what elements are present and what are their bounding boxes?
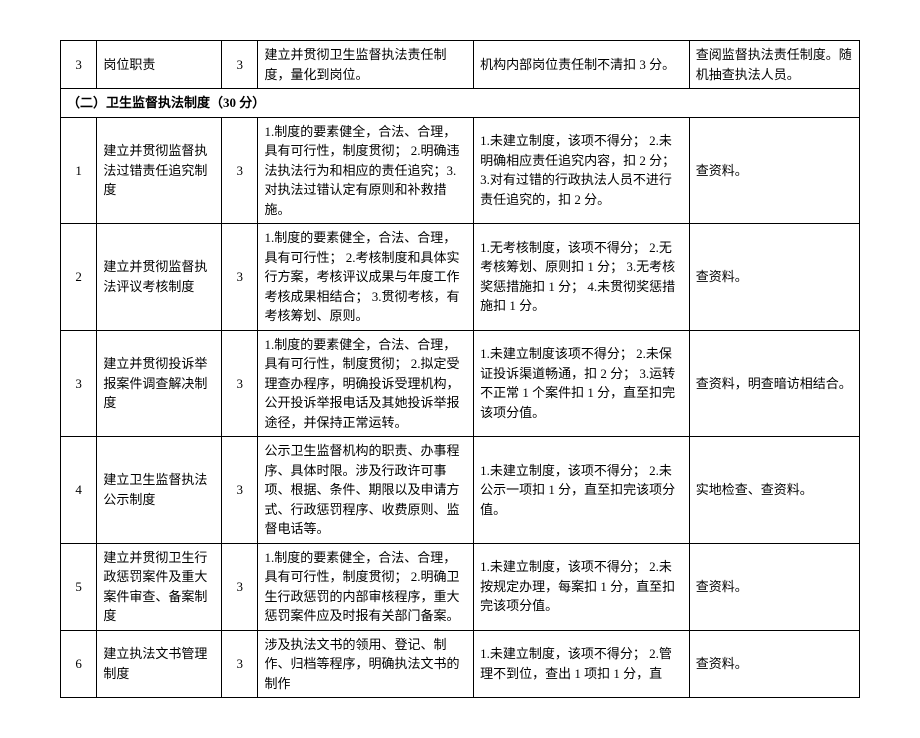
row-number: 2 <box>61 224 97 331</box>
row-standard: 1.制度的要素健全，合法、合理，具有可行性，制度贯彻； 2.明确违法执法行为和相… <box>258 117 474 224</box>
row-item: 建立并贯彻投诉举报案件调查解决制度 <box>97 330 222 437</box>
row-score: 3 <box>222 330 258 437</box>
row-standard: 1.制度的要素健全，合法、合理，具有可行性； 2.考核制度和具体实行方案，考核评… <box>258 224 474 331</box>
section-header: （二）卫生监督执法制度（30 分） <box>61 89 860 118</box>
row-number: 3 <box>61 330 97 437</box>
row-item: 建立并贯彻监督执法评议考核制度 <box>97 224 222 331</box>
row-method: 查资料。 <box>689 543 859 630</box>
row-method: 实地检查、查资料。 <box>689 437 859 544</box>
table-row: 3 岗位职责 3 建立并贯彻卫生监督执法责任制度，量化到岗位。 机构内部岗位责任… <box>61 41 860 89</box>
row-number: 3 <box>61 41 97 89</box>
table-row: 4 建立卫生监督执法公示制度 3 公示卫生监督机构的职责、办事程序、具体时限。涉… <box>61 437 860 544</box>
row-deduction: 1.未建立制度该项不得分； 2.未保证投诉渠道畅通，扣 2 分； 3.运转不正常… <box>474 330 690 437</box>
row-standard: 1.制度的要素健全，合法、合理，具有可行性，制度贯彻； 2.拟定受理查办程序，明… <box>258 330 474 437</box>
row-score: 3 <box>222 41 258 89</box>
table-row: 3 建立并贯彻投诉举报案件调查解决制度 3 1.制度的要素健全，合法、合理，具有… <box>61 330 860 437</box>
row-item: 建立并贯彻监督执法过错责任追究制度 <box>97 117 222 224</box>
row-item: 岗位职责 <box>97 41 222 89</box>
table-row: 5 建立并贯彻卫生行政惩罚案件及重大案件审查、备案制度 3 1.制度的要素健全，… <box>61 543 860 630</box>
row-deduction: 1.未建立制度，该项不得分； 2.未按规定办理，每案扣 1 分，直至扣完该项分值… <box>474 543 690 630</box>
row-number: 5 <box>61 543 97 630</box>
row-score: 3 <box>222 543 258 630</box>
row-deduction: 1.未建立制度，该项不得分； 2.未明确相应责任追究内容，扣 2 分； 3.对有… <box>474 117 690 224</box>
row-standard: 涉及执法文书的领用、登记、制作、归档等程序，明确执法文书的制作 <box>258 630 474 698</box>
row-deduction: 1.未建立制度，该项不得分； 2.管理不到位，查出 1 项扣 1 分，直 <box>474 630 690 698</box>
section-header-row: （二）卫生监督执法制度（30 分） <box>61 89 860 118</box>
row-score: 3 <box>222 117 258 224</box>
row-item: 建立执法文书管理制度 <box>97 630 222 698</box>
row-item: 建立卫生监督执法公示制度 <box>97 437 222 544</box>
row-number: 6 <box>61 630 97 698</box>
row-number: 1 <box>61 117 97 224</box>
table-row: 1 建立并贯彻监督执法过错责任追究制度 3 1.制度的要素健全，合法、合理，具有… <box>61 117 860 224</box>
row-deduction: 1.无考核制度，该项不得分； 2.无考核筹划、原则扣 1 分； 3.无考核奖惩措… <box>474 224 690 331</box>
table-row: 6 建立执法文书管理制度 3 涉及执法文书的领用、登记、制作、归档等程序，明确执… <box>61 630 860 698</box>
row-method: 查资料，明查暗访相结合。 <box>689 330 859 437</box>
row-deduction: 1.未建立制度，该项不得分； 2.未公示一项扣 1 分，直至扣完该项分值。 <box>474 437 690 544</box>
row-number: 4 <box>61 437 97 544</box>
row-standard: 公示卫生监督机构的职责、办事程序、具体时限。涉及行政许可事项、根据、条件、期限以… <box>258 437 474 544</box>
evaluation-table: 3 岗位职责 3 建立并贯彻卫生监督执法责任制度，量化到岗位。 机构内部岗位责任… <box>60 40 860 698</box>
table-row: 2 建立并贯彻监督执法评议考核制度 3 1.制度的要素健全，合法、合理，具有可行… <box>61 224 860 331</box>
row-method: 查资料。 <box>689 117 859 224</box>
row-standard: 建立并贯彻卫生监督执法责任制度，量化到岗位。 <box>258 41 474 89</box>
row-item: 建立并贯彻卫生行政惩罚案件及重大案件审查、备案制度 <box>97 543 222 630</box>
row-deduction: 机构内部岗位责任制不清扣 3 分。 <box>474 41 690 89</box>
row-method: 查资料。 <box>689 630 859 698</box>
row-method: 查阅监督执法责任制度。随机抽查执法人员。 <box>689 41 859 89</box>
row-score: 3 <box>222 437 258 544</box>
row-score: 3 <box>222 630 258 698</box>
row-score: 3 <box>222 224 258 331</box>
row-method: 查资料。 <box>689 224 859 331</box>
row-standard: 1.制度的要素健全，合法、合理，具有可行性，制度贯彻； 2.明确卫生行政惩罚的内… <box>258 543 474 630</box>
